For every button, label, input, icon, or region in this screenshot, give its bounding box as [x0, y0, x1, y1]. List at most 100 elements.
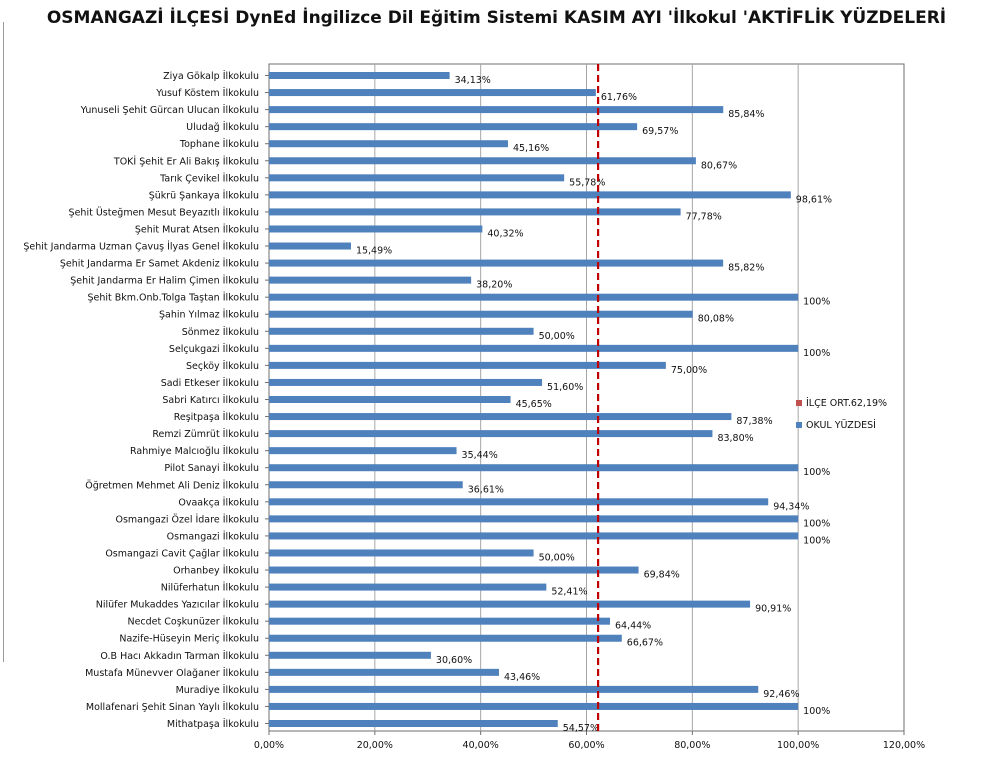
category-label: TOKİ Şehit Er Ali Bakış İlkokulu [113, 156, 259, 167]
category-label: Şehit Bkm.Onb.Tolga Taştan İlkokulu [87, 293, 259, 304]
category-label: Selçukgazi İlkokulu [169, 344, 259, 355]
bar [269, 617, 610, 625]
bar [269, 89, 596, 97]
bar [269, 498, 769, 506]
data-label: 100% [803, 467, 830, 478]
data-label: 54,57% [563, 723, 599, 734]
bar [269, 600, 751, 608]
legend-average-swatch [796, 400, 802, 406]
x-tick-label: 120,00% [883, 740, 925, 751]
bar [269, 157, 696, 165]
bar [269, 720, 558, 727]
category-label: Pilot Sanayi İlkokulu [164, 463, 259, 474]
data-label: 30,60% [436, 655, 472, 666]
data-label: 98,61% [796, 194, 832, 205]
data-label: 90,91% [755, 604, 791, 615]
bar [269, 447, 457, 455]
bar [269, 378, 543, 386]
data-label: 50,00% [539, 552, 575, 563]
category-label: Orhanbey İlkokulu [173, 566, 259, 577]
category-label: Tophane İlkokulu [179, 139, 259, 150]
data-label: 69,84% [644, 570, 680, 581]
category-label: Yunuseli Şehit Gürcan Ulucan İlkokulu [80, 105, 259, 116]
data-label: 69,57% [642, 126, 678, 137]
data-label: 15,49% [356, 246, 392, 257]
bar [269, 583, 547, 591]
x-tick-label: 100,00% [777, 740, 819, 751]
category-label: Mithatpaşa İlkokulu [167, 719, 259, 730]
category-label: Mustafa Münevver Olağaner İlkokulu [85, 668, 259, 679]
data-label: 100% [803, 348, 830, 359]
category-label: Necdet Coşkunüzer İlkokulu [127, 617, 259, 628]
category-label: Şehit Jandarma Uzman Çavuş İlyas Genel İ… [23, 242, 259, 253]
data-label: 85,84% [728, 109, 764, 120]
bar [269, 702, 799, 710]
data-label: 92,46% [763, 689, 799, 700]
category-label: Şahin Yılmaz İlkokulu [159, 310, 259, 321]
category-label: Osmangazi Cavit Çağlar İlkokulu [105, 548, 259, 559]
data-label: 64,44% [615, 621, 651, 632]
bar [269, 413, 732, 421]
x-tick-label: 20,00% [357, 740, 393, 751]
category-label: Osmangazi İlkokulu [167, 531, 259, 542]
data-label: 50,00% [539, 331, 575, 342]
category-label: Sabri Katırcı İlkokulu [162, 395, 259, 406]
data-label: 85,82% [728, 263, 764, 274]
bar [269, 344, 799, 352]
category-label: Rahmiye Malcıoğlu İlkokulu [130, 446, 259, 457]
data-label: 100% [803, 297, 830, 308]
bar [269, 106, 724, 114]
category-label: Muradiye İlkokulu [176, 685, 259, 696]
category-label: Şehit Murat Atsen İlkokulu [135, 224, 259, 235]
bar [269, 634, 622, 642]
data-label: 34,13% [455, 75, 491, 86]
category-label: Yusuf Köstem İlkokulu [155, 88, 259, 99]
category-label: Sönmez İlkokulu [182, 327, 259, 338]
data-label: 38,20% [476, 280, 512, 291]
legend-school-percentage-label: OKUL YÜZDESİ [806, 420, 876, 431]
bar [269, 208, 681, 216]
bar [269, 685, 759, 693]
bar [269, 72, 450, 79]
data-label: 77,78% [686, 211, 722, 222]
bar [269, 549, 534, 557]
bar [269, 276, 472, 284]
category-label: Reşitpaşa İlkokulu [174, 412, 259, 423]
data-label: 43,46% [504, 672, 540, 683]
data-label: 83,80% [717, 433, 753, 444]
bar [269, 242, 351, 250]
data-label: 100% [803, 535, 830, 546]
bar [269, 532, 799, 540]
category-label: Osmangazi Özel İdare İlkokulu [115, 514, 259, 525]
category-label: Nilüfer Mukaddes Yazıcılar İlkokulu [96, 600, 259, 611]
category-label: Şehit Jandarma Er Samet Akdeniz İlkokulu [60, 259, 259, 270]
data-label: 55,78% [569, 177, 605, 188]
x-tick-label: 0,00% [254, 740, 284, 751]
bar [269, 140, 508, 148]
data-label: 75,00% [671, 365, 707, 376]
data-label: 35,44% [462, 450, 498, 461]
category-label: Ovaakça İlkokulu [178, 497, 259, 508]
bar [269, 123, 638, 131]
bar [269, 174, 565, 182]
data-label: 36,61% [468, 484, 504, 495]
bar [269, 515, 799, 523]
bar [269, 430, 713, 438]
bar [269, 481, 463, 489]
bar [269, 396, 511, 403]
data-label: 66,67% [627, 638, 663, 649]
bar [269, 191, 791, 199]
data-label: 80,08% [698, 314, 734, 325]
data-label: 45,16% [513, 143, 549, 154]
bar [269, 225, 483, 233]
x-tick-label: 60,00% [568, 740, 604, 751]
data-label: 45,65% [516, 399, 552, 410]
left-border-line [3, 22, 4, 662]
bar [269, 566, 639, 574]
bar [269, 310, 693, 318]
bar [269, 464, 799, 472]
category-label: Mollafenari Şehit Sinan Yaylı İlkokulu [86, 702, 259, 713]
x-tick-label: 80,00% [674, 740, 710, 751]
data-label: 80,67% [701, 160, 737, 171]
